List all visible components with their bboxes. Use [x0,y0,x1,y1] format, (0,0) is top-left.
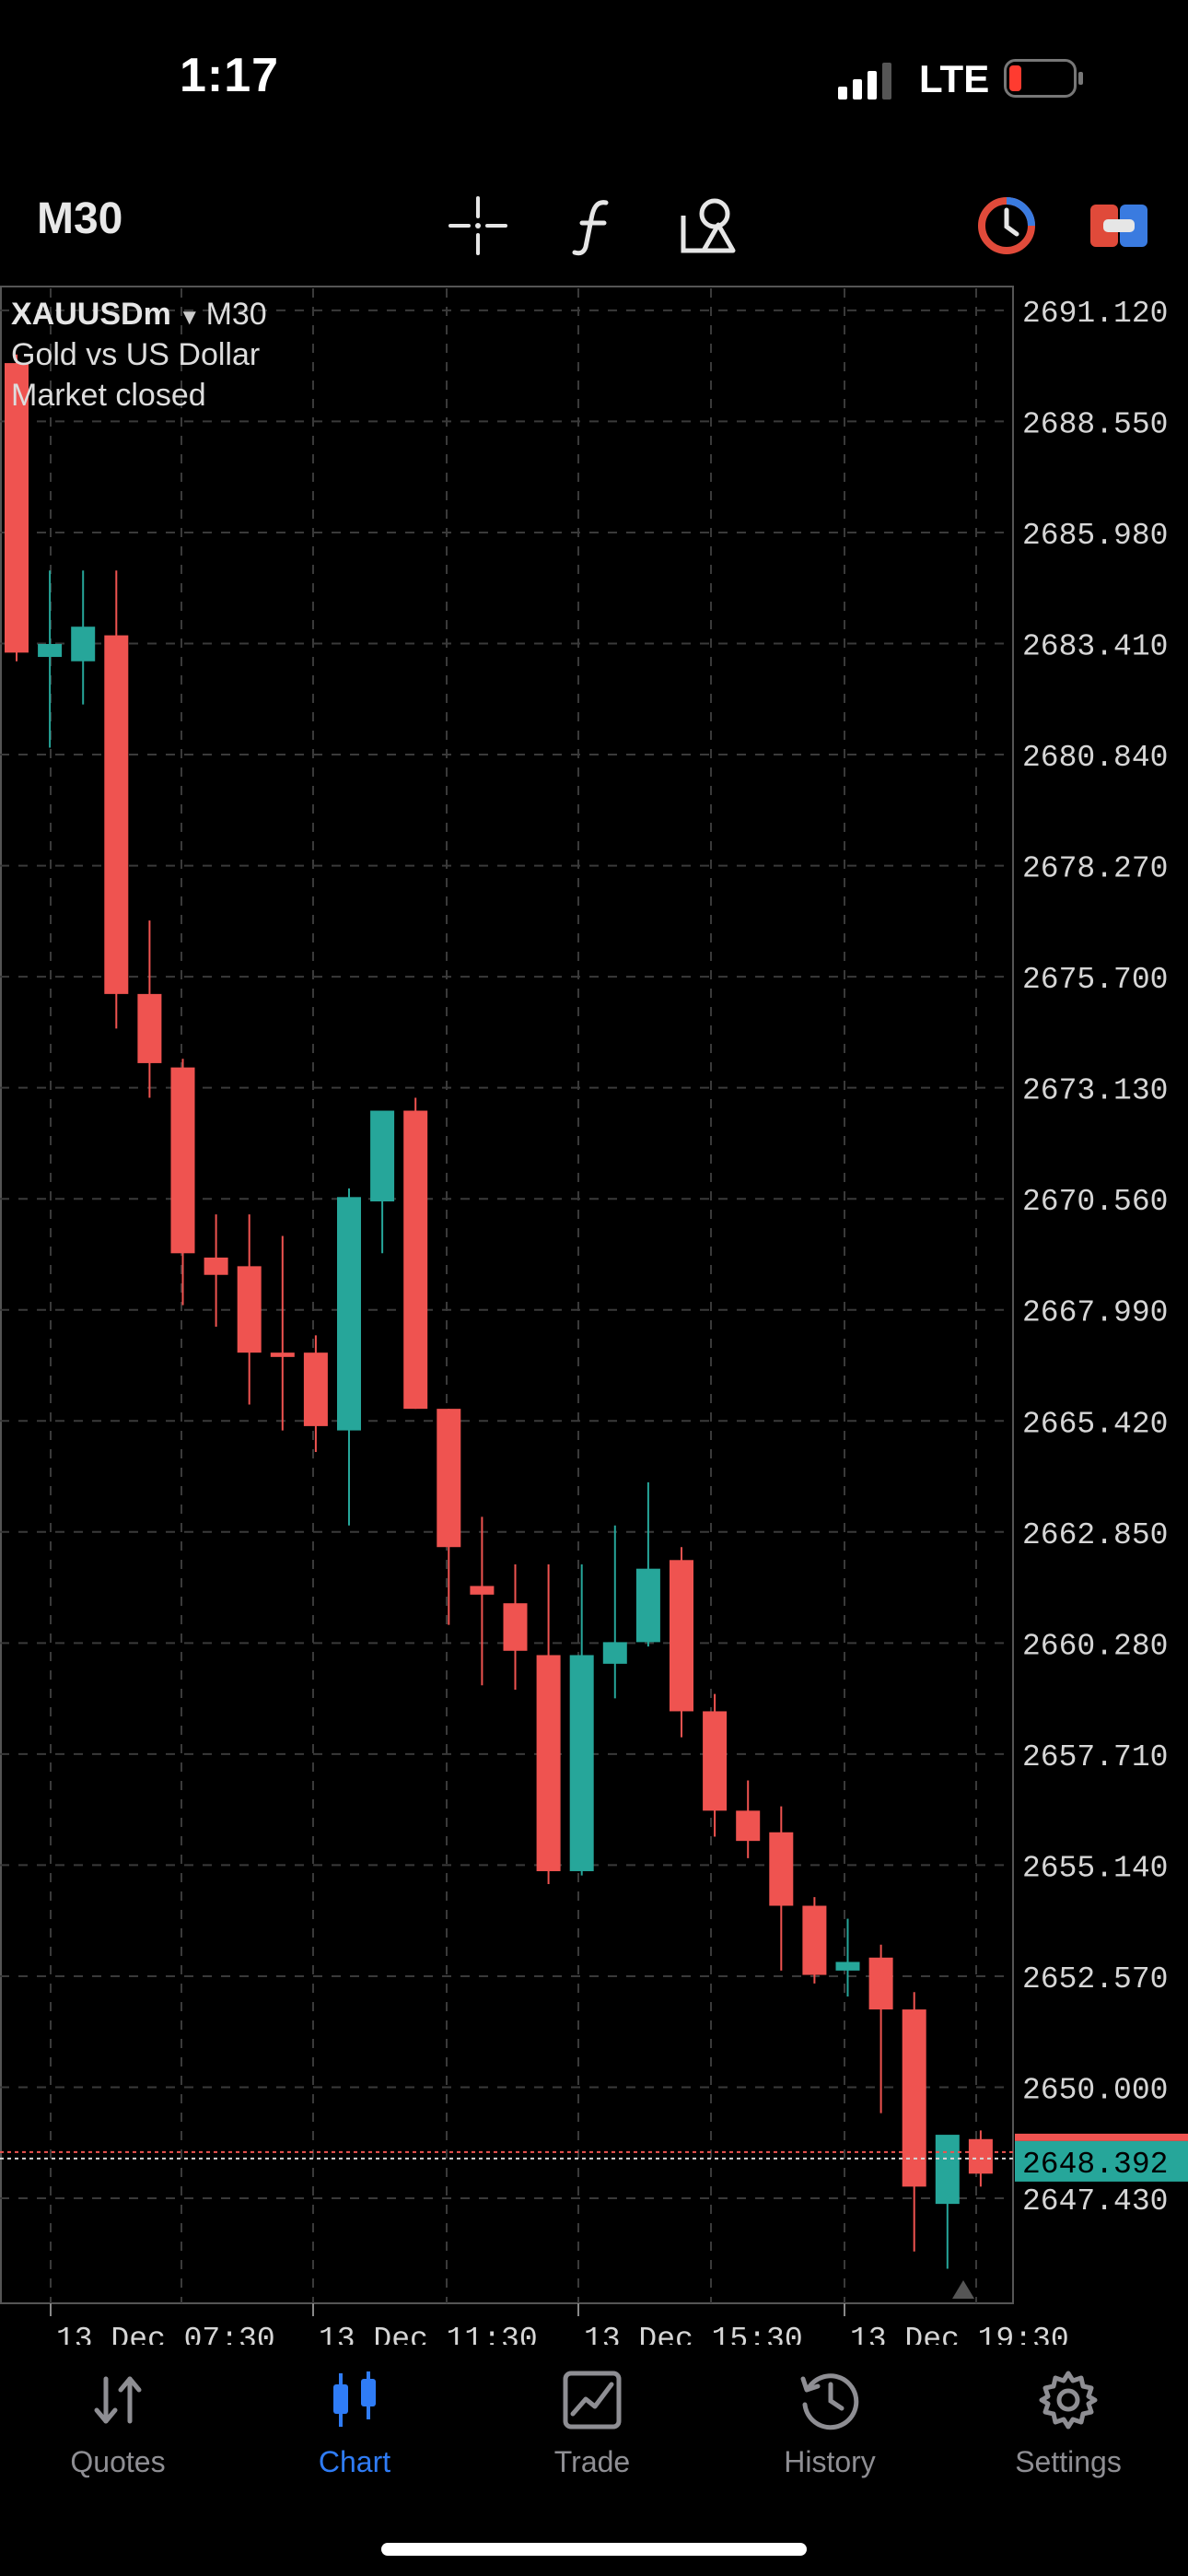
indicators-function-icon[interactable] [562,193,626,258]
candle-body [835,1961,860,1971]
ask-price-marker [1015,2133,1188,2141]
y-tick-label: 2662.850 [1022,1518,1168,1552]
y-tick-label: 2647.430 [1022,2184,1168,2219]
status-time: 1:17 [180,49,280,102]
trade-panel-icon[interactable] [1087,193,1151,258]
tab-quotes[interactable]: Quotes [26,2368,210,2497]
candle-body [802,1905,827,1975]
y-tick-label: 2650.000 [1022,2073,1168,2107]
candle-body [270,1352,295,1357]
y-tick-label: 2667.990 [1022,1296,1168,1330]
candle-body [204,1257,228,1275]
x-tick-label: 13 Dec 11:30 [319,2323,538,2345]
trade-chart-icon [563,2371,622,2430]
chart-shift-marker [952,2280,974,2299]
candle-body [769,1832,794,1906]
x-tick-label: 13 Dec 07:30 [56,2323,275,2345]
one-click-trading-icon[interactable] [974,193,1039,258]
tab-settings[interactable]: Settings [976,2368,1160,2497]
candle-body [902,2009,926,2187]
candle-body [71,626,96,662]
battery-icon [1004,59,1083,98]
symbol-description: Gold vs US Dollar [11,337,261,372]
candle-body [104,635,129,994]
y-tick-label: 2688.550 [1022,407,1168,441]
y-tick-label: 2660.280 [1022,1629,1168,1663]
tab-trade-label: Trade [553,2445,631,2478]
x-tick-label: 13 Dec 19:30 [850,2323,1069,2345]
y-tick-label: 2657.710 [1022,1740,1168,1774]
market-status: Market closed [11,378,206,413]
home-indicator [381,2543,807,2556]
network-type: LTE [919,57,990,100]
y-tick-label: 2691.120 [1022,297,1168,331]
chart-frame [0,286,1014,2304]
candle-body [569,1655,594,1871]
candle-body [470,1586,495,1595]
candle-body [968,2138,993,2174]
y-tick-label: 2673.130 [1022,1074,1168,1108]
candle-body [536,1655,561,1871]
y-tick-label: 2670.560 [1022,1185,1168,1219]
bottom-tab-bar: Quotes Chart Trade History [0,2368,1188,2506]
candle-body [170,1067,195,1254]
tab-chart[interactable]: Chart [262,2368,447,2497]
quotes-arrows-icon [94,2376,142,2424]
candle-body [38,643,63,658]
candle-body [5,363,29,653]
candle-body [703,1711,728,1811]
price-chart[interactable]: 2691.120 2688.550 2685.980 2683.410 2680.840… [0,281,1188,2345]
candle-body [736,1810,761,1842]
candle-body [370,1110,395,1202]
tab-chart-label: Chart [318,2445,391,2478]
candle-body [868,1957,893,2010]
y-tick-label: 2678.270 [1022,852,1168,886]
candle-body [303,1352,328,1426]
y-tick-label: 2655.140 [1022,1851,1168,1885]
y-tick-label: 2685.980 [1022,519,1168,553]
y-tick-label: 2675.700 [1022,963,1168,997]
y-tick-label: 2683.410 [1022,630,1168,664]
tab-history[interactable]: History [738,2368,922,2497]
candle-body [403,1110,428,1410]
cellular-signal-icon [838,63,891,100]
y-tick-label: 2665.420 [1022,1407,1168,1441]
history-clock-icon [800,2373,859,2430]
candle-body [670,1560,693,1712]
candle-body [237,1266,262,1353]
tab-quotes-label: Quotes [70,2445,166,2478]
y-tick-label: 2680.840 [1022,741,1168,775]
x-tick-label: 13 Dec 15:30 [584,2323,803,2345]
status-bar: 1:17 LTE [0,0,1188,157]
gear-icon [1039,2371,1098,2430]
candle-body [437,1409,461,1548]
chart-symbol-row[interactable]: XAUUSDm ▼ M30 [11,297,267,333]
candle-body [635,1568,660,1643]
candle-body [137,993,162,1063]
candle-body [935,2135,960,2205]
y-tick-label: 2652.570 [1022,1962,1168,1996]
candle-body [602,1642,627,1664]
objects-shapes-icon[interactable] [676,193,740,258]
candle-body [337,1197,361,1431]
current-price-label: 2648.392 [1022,2148,1168,2182]
candle-body [503,1603,528,1651]
symbol-timeframe: M30 [205,297,267,332]
tab-history-label: History [784,2445,876,2478]
timeframe-button[interactable]: M30 [37,194,123,243]
symbol-name[interactable]: XAUUSDm [11,297,171,332]
caret-down-icon: ▼ [178,305,201,330]
candles-icon [333,2371,376,2427]
chart-toolbar: M30 [0,175,1188,276]
crosshair-icon[interactable] [446,193,510,258]
tab-trade[interactable]: Trade [500,2368,684,2497]
tab-settings-label: Settings [1015,2445,1122,2478]
price-label-bg [1015,2140,1188,2182]
